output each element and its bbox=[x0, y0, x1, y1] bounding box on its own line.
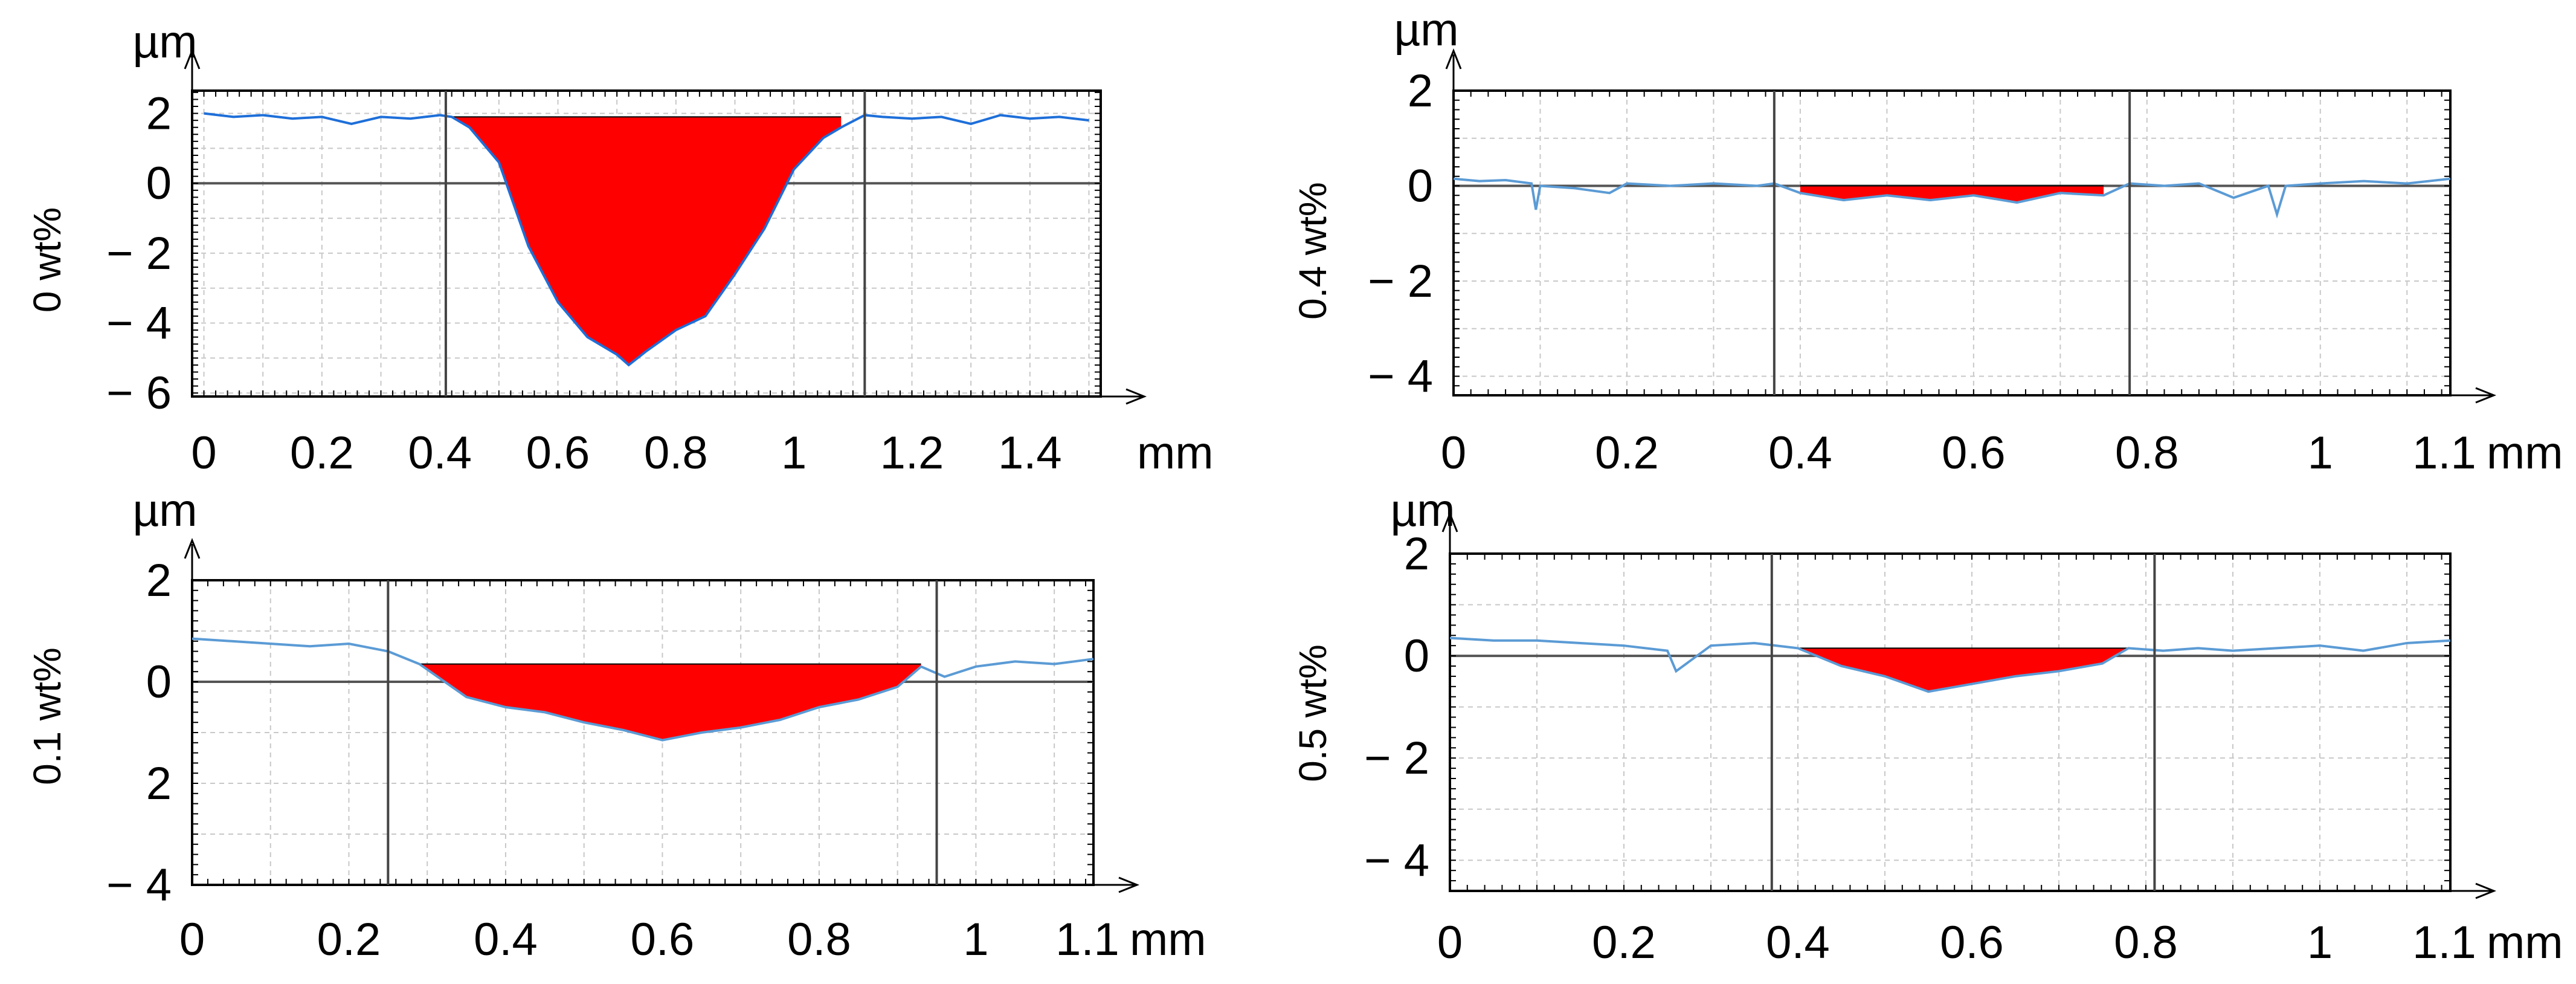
surface-profile bbox=[1449, 636, 2451, 693]
x-tick-label: 0.4 bbox=[1766, 917, 1830, 968]
y-tick-label: − 4 bbox=[106, 859, 172, 911]
y-tick-label: 2 bbox=[146, 88, 172, 140]
x-tick-label: 1 bbox=[781, 427, 807, 479]
x-unit-label: mm bbox=[1130, 914, 1206, 965]
surface-profile bbox=[1453, 177, 2451, 219]
x-tick-label: 0.4 bbox=[474, 914, 538, 965]
y-unit-label: µm bbox=[132, 16, 197, 68]
x-tick-label: 1 bbox=[2308, 427, 2333, 479]
x-axis-arrow bbox=[2475, 882, 2497, 899]
y-tick-label: 2 bbox=[146, 555, 172, 606]
x-unit-label: mm bbox=[2487, 427, 2563, 479]
y-tick-label: − 4 bbox=[1368, 351, 1433, 403]
surface-profile bbox=[192, 637, 1094, 742]
x-tick-label: 0 bbox=[1437, 917, 1463, 968]
x-tick-label: 1.1 bbox=[2412, 427, 2476, 479]
series-label: 0.1 wt% bbox=[25, 647, 69, 785]
y-tick-label: 2 bbox=[1408, 65, 1433, 117]
x-tick-label: 0.2 bbox=[1595, 427, 1659, 479]
x-tick-label: 0.8 bbox=[644, 427, 708, 479]
x-tick-label: 0.2 bbox=[317, 914, 381, 965]
panel-0-5-wt: 0 0.2 0.4 0.6 0.8 1 1.1 mm 2 0 − 2 − 4 µm 0.5 wt% bbox=[1291, 485, 2563, 968]
x-unit-label: mm bbox=[1137, 427, 1214, 479]
x-axis-arrow bbox=[1125, 388, 1147, 405]
x-tick-label: 0.8 bbox=[2114, 917, 2178, 968]
x-tick-label: 0.6 bbox=[631, 914, 695, 965]
y-axis-arrow bbox=[184, 537, 201, 559]
x-tick-label: 0.8 bbox=[787, 914, 851, 965]
x-tick-label: 1.1 bbox=[2412, 917, 2476, 968]
y-tick-label: 0 bbox=[1408, 161, 1433, 212]
series-label: 0 wt% bbox=[25, 207, 69, 312]
y-tick-label: 0 bbox=[146, 158, 172, 209]
series-label: 0.5 wt% bbox=[1291, 644, 1335, 782]
x-tick-label: 0.2 bbox=[1592, 917, 1656, 968]
y-tick-label: 0 bbox=[146, 656, 172, 708]
x-tick-label: 0.2 bbox=[290, 427, 354, 479]
y-unit-label: µm bbox=[1390, 485, 1455, 536]
x-axis-arrow bbox=[1118, 876, 1140, 893]
plot-frame bbox=[1452, 89, 2452, 397]
surface-profile bbox=[204, 112, 1089, 367]
x-axis-arrow bbox=[2475, 387, 2497, 404]
panel-0-wt: 0 0.2 0.4 0.6 0.8 1 1.2 1.4 mm 2 0 − 2 − 4 − 6 µm 0 wt% bbox=[25, 16, 1214, 479]
roughness-area bbox=[451, 117, 842, 365]
y-tick-label: − 6 bbox=[106, 367, 172, 419]
x-tick-label: 1.4 bbox=[998, 427, 1062, 479]
y-tick-label: − 2 bbox=[1364, 733, 1429, 784]
y-axis-arrow bbox=[1441, 511, 1458, 532]
y-axis-arrow bbox=[1445, 48, 1462, 70]
x-tick-label: 0 bbox=[1441, 427, 1466, 479]
x-tick-label: 0 bbox=[179, 914, 205, 965]
x-tick-label: 0.6 bbox=[526, 427, 590, 479]
roughness-area bbox=[1800, 186, 2104, 203]
x-tick-label: 0.8 bbox=[2115, 427, 2179, 479]
y-tick-label: − 2 bbox=[106, 228, 172, 279]
y-tick-label: 2 bbox=[146, 758, 172, 809]
x-tick-label: 0.4 bbox=[1768, 427, 1832, 479]
x-tick-label: 0.6 bbox=[1942, 427, 2006, 479]
x-tick-label: 0.4 bbox=[408, 427, 472, 479]
y-axis-arrow bbox=[184, 48, 201, 70]
series-label: 0.4 wt% bbox=[1291, 182, 1335, 320]
y-unit-label: µm bbox=[1394, 4, 1458, 56]
x-tick-label: 1 bbox=[963, 914, 988, 965]
roughness-area bbox=[419, 664, 921, 740]
y-unit-label: µm bbox=[132, 485, 197, 536]
y-tick-label: − 4 bbox=[106, 298, 172, 349]
x-tick-label: 1 bbox=[2307, 917, 2333, 968]
x-tick-label: 1.2 bbox=[880, 427, 944, 479]
y-tick-label: − 2 bbox=[1368, 256, 1433, 307]
roughness-area bbox=[1798, 648, 2129, 692]
x-tick-label: 0.6 bbox=[1940, 917, 2004, 968]
y-tick-label: 2 bbox=[1404, 528, 1429, 580]
panel-0-1-wt: 0 0.2 0.4 0.6 0.8 1 1.1 mm 2 0 2 − 4 µm 0.1 wt% bbox=[25, 485, 1206, 965]
x-tick-label: 0 bbox=[191, 427, 216, 479]
x-unit-label: mm bbox=[2487, 917, 2563, 968]
x-tick-label: 1.1 bbox=[1055, 914, 1119, 965]
y-tick-label: − 4 bbox=[1364, 835, 1429, 886]
y-tick-label: 0 bbox=[1404, 630, 1429, 682]
panel-0-4-wt: 0 0.2 0.4 0.6 0.8 1 1.1 mm 2 0 − 2 − 4 µm 0.4 wt% bbox=[1291, 4, 2563, 479]
